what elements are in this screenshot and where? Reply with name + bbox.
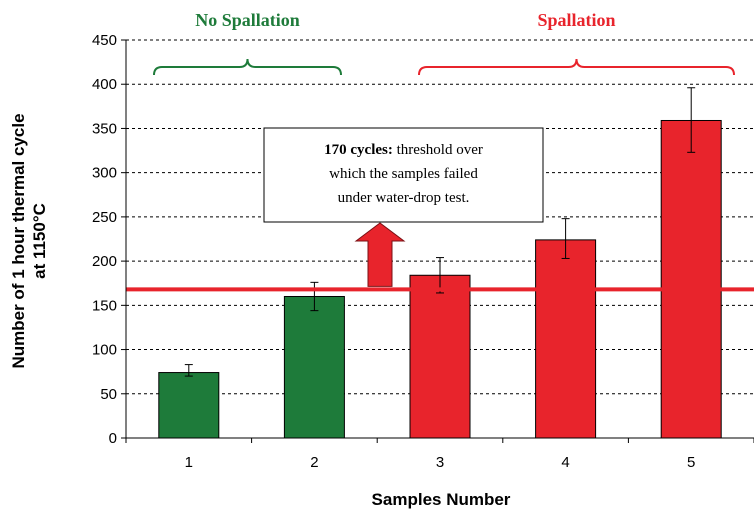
- group-label-1: No Spallation: [195, 10, 300, 30]
- y-axis-title-line-1: Number of 1 hour thermal cycle: [9, 113, 28, 368]
- x-tick-label: 3: [436, 454, 444, 471]
- annotation-line-2: which the samples failed: [329, 166, 478, 182]
- up-arrow-icon: [354, 222, 406, 287]
- y-tick-label: 250: [92, 209, 117, 226]
- bar-1: [158, 372, 220, 439]
- x-tick-label: 2: [310, 454, 318, 471]
- bar-4: [535, 239, 597, 439]
- annotation-line-1-rest: threshold over: [393, 142, 483, 158]
- y-tick-label: 400: [92, 76, 117, 93]
- group-brace-2: [418, 58, 735, 76]
- tick-labels: 0 50 100 150 200 250 300 350 400 450 1 2 3 4 5: [92, 32, 754, 471]
- y-tick-label: 150: [92, 297, 117, 314]
- y-tick-label: 0: [109, 430, 117, 447]
- bar-5: [660, 119, 722, 439]
- y-tick-label: 450: [92, 32, 117, 49]
- bars: [158, 119, 722, 439]
- bar-2: [283, 295, 345, 439]
- y-tick-label: 300: [92, 165, 117, 182]
- group-braces: No Spallation Spallation: [153, 10, 735, 76]
- x-tick-label: 1: [185, 454, 193, 471]
- threshold-annotation: 170 cycles: threshold over which the sam…: [263, 127, 544, 287]
- group-label-2: Spallation: [537, 10, 615, 30]
- y-tick-label: 50: [100, 386, 117, 403]
- axes: [125, 40, 754, 439]
- annotation-line-1: 170 cycles: threshold over: [324, 142, 483, 158]
- y-tick-label: 200: [92, 253, 117, 270]
- y-tick-label: 350: [92, 120, 117, 137]
- bar-3: [409, 274, 471, 439]
- annotation-bold: 170 cycles:: [324, 142, 393, 158]
- y-axis-title-line-2: at 1150°C: [30, 203, 49, 279]
- error-bars: [184, 87, 696, 377]
- y-tick-label: 100: [92, 342, 117, 359]
- x-axis-title: Samples Number: [372, 490, 511, 509]
- x-tick-label: 4: [561, 454, 569, 471]
- x-tick-label: 5: [687, 454, 695, 471]
- annotation-box: [263, 127, 544, 223]
- group-brace-1: [153, 58, 342, 76]
- annotation-line-3: under water-drop test.: [338, 190, 470, 206]
